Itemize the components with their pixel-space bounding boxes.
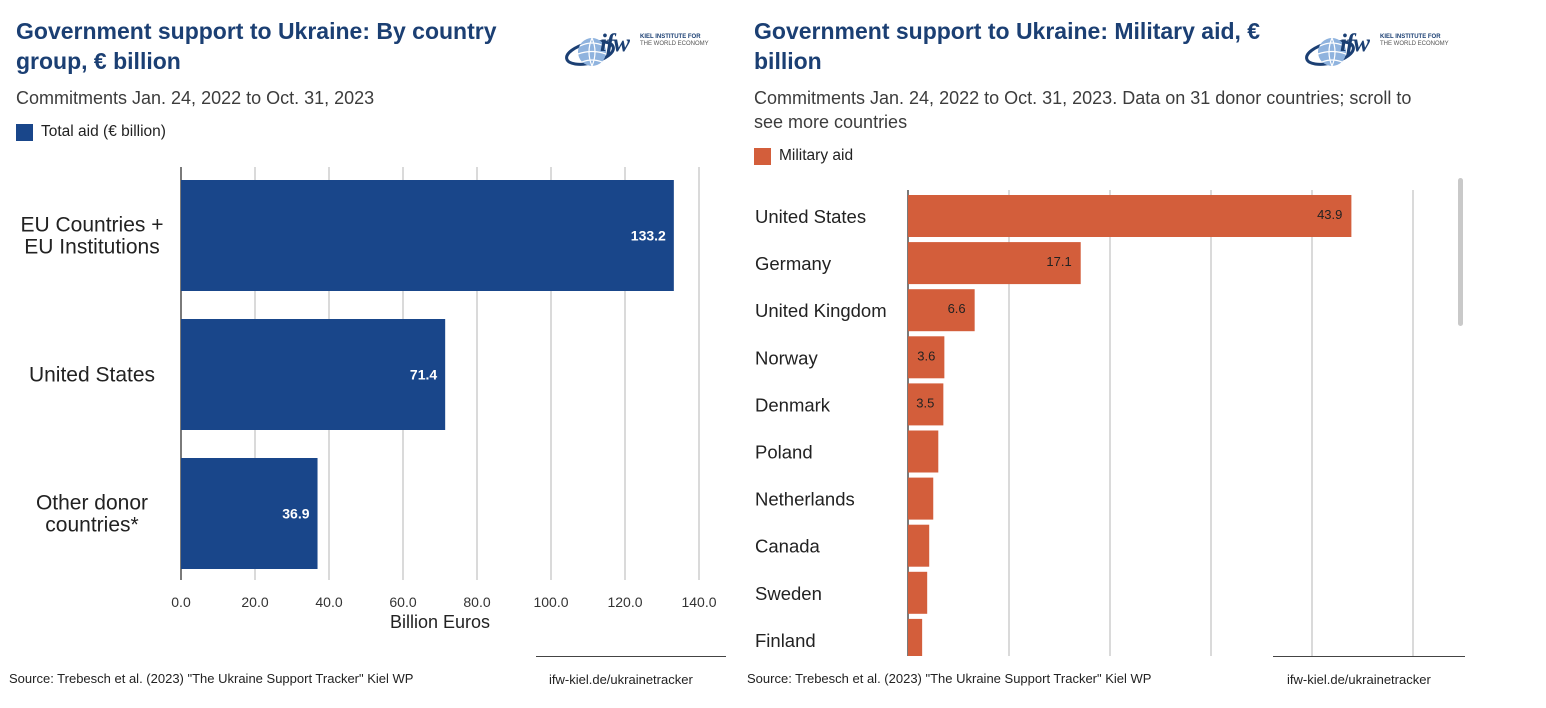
chart-subtitle: Commitments Jan. 24, 2022 to Oct. 31, 20… xyxy=(16,88,375,108)
x-tick-label: 80.0 xyxy=(463,594,490,610)
globe-icon xyxy=(1305,37,1355,67)
category-label: Denmark xyxy=(755,394,831,415)
bar xyxy=(908,195,1352,237)
chart-title-line-1: Government support to Ukraine: By countr… xyxy=(16,18,497,44)
ifw-logo: ifw KIEL INSTITUTE FOR THE WORLD ECONOMY xyxy=(560,16,720,78)
bar xyxy=(908,618,923,656)
category-label: countries* xyxy=(45,514,138,537)
bar-value-label: 3.5 xyxy=(916,395,934,410)
footer-divider xyxy=(536,656,726,657)
category-label: Norway xyxy=(755,347,818,368)
bar xyxy=(908,289,975,332)
x-tick-label: 20.0 xyxy=(241,594,268,610)
x-tick-label: 100.0 xyxy=(533,594,568,610)
chart-subtitle-line-1: Commitments Jan. 24, 2022 to Oct. 31, 20… xyxy=(754,88,1412,108)
category-label: United States xyxy=(29,364,155,387)
chart-title: Government support to Ukraine: By countr… xyxy=(16,16,497,76)
category-label: Netherlands xyxy=(755,489,855,510)
bar-value-label: 3.6 xyxy=(917,348,935,363)
logo-org-name: KIEL INSTITUTE FOR THE WORLD ECONOMY xyxy=(640,34,709,47)
logo-mark: ifw xyxy=(600,30,630,57)
chart-title-line-1: Government support to Ukraine: Military … xyxy=(754,18,1261,44)
legend: Total aid (€ billion) xyxy=(16,123,166,141)
bar-value-label: 36.9 xyxy=(282,506,309,522)
globe-icon xyxy=(565,37,615,67)
bar-value-label: 6.6 xyxy=(948,301,966,316)
source-note: Source: Trebesch et al. (2023) "The Ukra… xyxy=(9,671,414,686)
x-axis-title: Billion Euros xyxy=(390,612,490,632)
logo-org-name: KIEL INSTITUTE FOR THE WORLD ECONOMY xyxy=(1380,34,1449,47)
category-label: United Kingdom xyxy=(755,300,887,321)
legend-label: Military aid xyxy=(779,147,854,164)
category-label: Canada xyxy=(755,536,821,557)
chart-subtitle: Commitments Jan. 24, 2022 to Oct. 31, 20… xyxy=(754,86,1411,134)
bar-chart-country-group: 0.0 20.0 40.0 60.0 80.0 100.0 120.0 140.0 Billio… xyxy=(21,167,717,632)
legend: Military aid xyxy=(754,147,853,165)
bar xyxy=(908,242,1081,285)
bar xyxy=(181,458,318,569)
category-label: EU Countries + xyxy=(21,214,164,237)
footer-divider xyxy=(1273,656,1465,657)
chart-subtitle-line-2: see more countries xyxy=(754,112,908,132)
chart-panel-country-group: Government support to Ukraine: By countr… xyxy=(0,0,730,708)
x-tick-label: 0.0 xyxy=(171,594,191,610)
category-label: Other donor xyxy=(36,492,148,515)
x-tick-label: 40.0 xyxy=(315,594,342,610)
bar xyxy=(181,180,674,291)
legend-swatch xyxy=(754,147,771,165)
legend-swatch xyxy=(16,123,33,141)
bar xyxy=(908,430,939,473)
bar xyxy=(181,319,446,430)
category-label: Sweden xyxy=(755,583,822,604)
bar xyxy=(908,336,945,379)
x-tick-label: 140.0 xyxy=(681,594,716,610)
category-label: Germany xyxy=(755,253,832,274)
source-note: Source: Trebesch et al. (2023) "The Ukra… xyxy=(747,671,1152,686)
x-tick-label: 120.0 xyxy=(607,594,642,610)
logo-mark: ifw xyxy=(1340,30,1370,57)
category-label: Finland xyxy=(755,630,816,651)
bar-value-label: 71.4 xyxy=(410,367,437,383)
x-tick-label: 60.0 xyxy=(389,594,416,610)
category-label: EU Institutions xyxy=(24,236,159,259)
chart-scrollbar[interactable] xyxy=(1458,178,1463,326)
bar-chart-military-aid: 43.9 United States 17.1 Germany 6.6 United Ki… xyxy=(755,190,1414,656)
bar-value-label: 43.9 xyxy=(1317,207,1342,222)
bar-value-label: 133.2 xyxy=(631,228,666,244)
bar xyxy=(908,524,930,567)
category-label: United States xyxy=(755,206,866,227)
chart-title-line-2: billion xyxy=(754,48,822,74)
tracker-link[interactable]: ifw-kiel.de/ukrainetracker xyxy=(549,672,693,687)
legend-label: Total aid (€ billion) xyxy=(41,123,166,140)
bar-value-label: 17.1 xyxy=(1046,254,1071,269)
chart-title-line-2: group, € billion xyxy=(16,48,181,74)
chart-panel-military-aid: Government support to Ukraine: Military … xyxy=(740,0,1546,708)
category-label: Poland xyxy=(755,442,813,463)
bar xyxy=(908,383,944,426)
bar xyxy=(908,571,928,614)
ifw-logo: ifw KIEL INSTITUTE FOR THE WORLD ECONOMY xyxy=(1300,16,1460,78)
chart-title: Government support to Ukraine: Military … xyxy=(754,16,1260,76)
bar xyxy=(908,477,934,520)
tracker-link[interactable]: ifw-kiel.de/ukrainetracker xyxy=(1287,672,1431,687)
